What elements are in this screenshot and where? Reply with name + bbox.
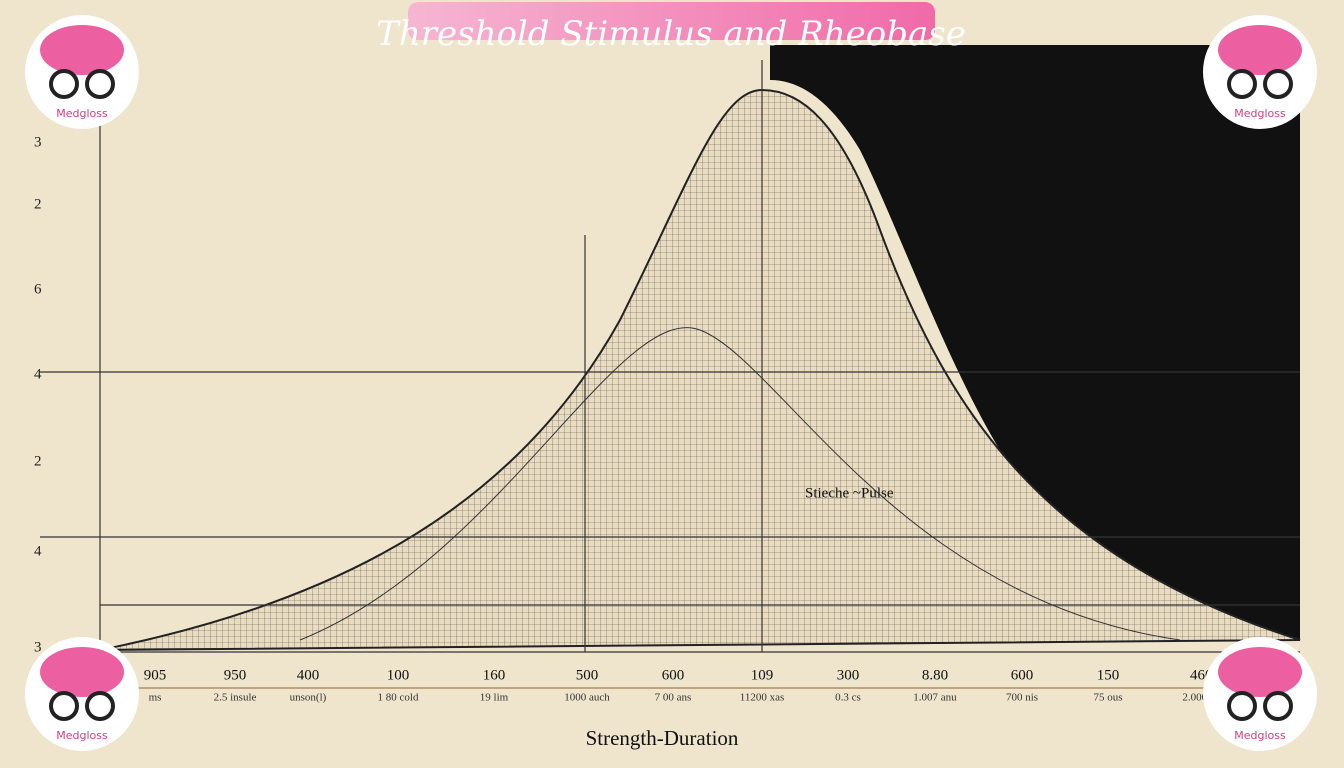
x-sublabel: 11200 xas <box>740 692 785 704</box>
x-label: 109 <box>751 667 774 683</box>
title-banner <box>408 2 935 40</box>
x-label: 100 <box>387 667 410 683</box>
logo-glasses <box>49 69 79 99</box>
logo-text: Medgloss <box>56 107 108 120</box>
logo-glasses <box>1227 69 1257 99</box>
x-label: 160 <box>483 667 506 683</box>
x-label: 150 <box>1097 667 1120 683</box>
logo-text: Medgloss <box>56 729 108 742</box>
x-sublabel: 19 lim <box>480 692 509 704</box>
x-label: 600 <box>662 667 685 683</box>
x-axis-title: Strength-Duration <box>586 726 739 750</box>
x-label: 905 <box>144 667 167 683</box>
x-label: 300 <box>837 667 860 683</box>
x-label: 8.80 <box>922 667 948 683</box>
x-sublabel: 700 nis <box>1006 692 1038 704</box>
x-sublabel: 1000 auch <box>564 692 610 704</box>
x-label: 950 <box>224 667 247 683</box>
logos: Medgloss Medgloss Medgloss Medgloss <box>25 15 1317 751</box>
logo-glasses <box>1227 691 1257 721</box>
logo-brain <box>1218 25 1302 75</box>
y-label: 3 <box>34 639 42 655</box>
y-label: 2 <box>34 453 42 469</box>
y-label: 3 <box>34 134 42 150</box>
logo-glasses <box>1263 69 1293 99</box>
x-sublabel: 75 ous <box>1093 692 1122 704</box>
y-label: 2 <box>34 196 42 212</box>
logo-text: Medgloss <box>1234 107 1286 120</box>
logo-glasses <box>1263 691 1293 721</box>
x-sublabel: ms <box>149 692 162 704</box>
logo-glasses <box>49 691 79 721</box>
logo-brain <box>40 647 124 697</box>
x-sublabel: 7 00 ans <box>655 692 692 704</box>
x-label: 600 <box>1011 667 1034 683</box>
x-label: 500 <box>576 667 599 683</box>
inner-curve <box>299 327 1181 641</box>
x-sublabel: 1.007 anu <box>913 692 957 704</box>
x-sublabel: 2.5 insule <box>214 692 257 704</box>
dark-region <box>770 45 1300 640</box>
logo-brain <box>1218 647 1302 697</box>
logo-glasses <box>85 69 115 99</box>
title: Threshold Stimulus and Rheobase <box>376 14 966 54</box>
x-sublabel: 0.3 cs <box>835 692 861 704</box>
labels: 3 2 6 4 2 4 3 905 950 400 100 160 500 600 109 300 8.80 60… <box>34 134 1228 703</box>
y-label: 4 <box>34 543 42 559</box>
x-sublabel: 1 80 cold <box>378 692 419 704</box>
axes <box>40 60 1300 689</box>
annotation: Stieche ~Pulse <box>805 485 894 501</box>
y-label: 4 <box>34 366 42 382</box>
x-label: 400 <box>297 667 320 683</box>
y-label: 6 <box>34 281 42 297</box>
logo-brain <box>40 25 124 75</box>
logo-glasses <box>85 691 115 721</box>
logo-text: Medgloss <box>1234 729 1286 742</box>
x-sublabel: unson(l) <box>290 692 327 704</box>
